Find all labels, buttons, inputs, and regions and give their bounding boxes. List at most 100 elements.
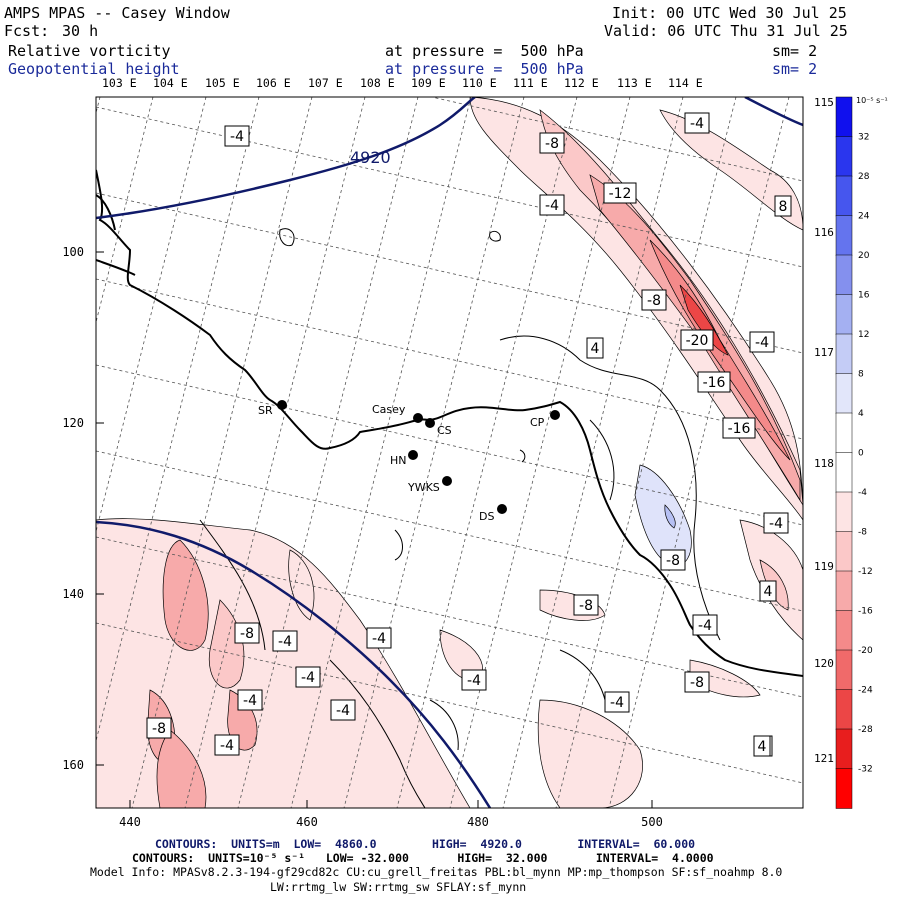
contour-label-4: -16 [703, 375, 726, 391]
forecast-label: Fcst: [4, 22, 50, 40]
colorbar-swatch-17 [835, 768, 853, 809]
colorbar-swatch-14 [835, 649, 853, 691]
contour-label-5: -16 [728, 421, 751, 437]
station-markers: SR Casey CS HN YWKS DS CP [258, 400, 560, 523]
pressure-level-1: at pressure = 500 hPa [385, 42, 584, 60]
contour-label-box-13 [660, 549, 686, 571]
parallel-line-1 [430, 97, 803, 182]
meridian-line-13 [608, 97, 790, 808]
vorticity-shade-region-5 [156, 729, 207, 808]
meridian-line-10 [449, 97, 631, 808]
colorbar-label-9: -4 [858, 488, 867, 498]
station-dot-ds [497, 504, 507, 514]
height-contour-4860 [96, 520, 492, 808]
contour-label-box-11 [774, 195, 792, 217]
coastline-segment-2 [96, 194, 116, 231]
contour-label-29: -4 [301, 670, 315, 686]
contour-label-12: -4 [769, 516, 783, 532]
plot-frame [95, 96, 804, 809]
contour-label-15: -4 [698, 618, 712, 634]
station-dot-casey [413, 413, 423, 423]
contour-label-box-1 [539, 132, 565, 154]
station-label-ywks: YWKS [407, 481, 440, 494]
colorbar-label-11: -12 [858, 567, 873, 577]
colorbar-label-15: -28 [858, 725, 873, 735]
vorticity-contour-8 [559, 649, 606, 701]
vorticity-contours [199, 228, 721, 808]
contour-label-box-26 [146, 717, 172, 739]
contour-label-19: -4 [372, 631, 386, 647]
vorticity-shade-region-10 [679, 284, 729, 356]
meridian-line-4 [131, 97, 313, 808]
colorbar-label-10: -8 [858, 528, 867, 538]
contour-label-3: -20 [686, 333, 709, 349]
colorbar-swatch-16 [835, 728, 853, 770]
meridian-line-6 [237, 97, 419, 808]
top-lon-label-6: 109 E [411, 76, 446, 90]
contour-label-27: -4 [220, 738, 234, 754]
contour-label-0: -4 [230, 129, 244, 145]
contour-label-17: -8 [240, 626, 254, 642]
top-lon-label-1: 104 E [153, 76, 188, 90]
contour-label-box-29 [295, 666, 321, 688]
colorbar-label-8: 0 [858, 449, 864, 459]
station-dot-hn [408, 450, 418, 460]
colorbar: 32 28 24 20 16 12 8 4 0 -4 -8 -12 -16 -20 -24 -28 -32 10⁻… [835, 96, 888, 809]
colorbar-swatch-12 [835, 570, 853, 612]
smoothing-2: sm= 2 [772, 60, 818, 78]
colorbar-swatch-11 [835, 531, 853, 572]
parallel-line-4 [96, 278, 803, 440]
coastline [96, 169, 803, 677]
vorticity-contour-5 [519, 449, 526, 463]
contour-label-14: 4 [764, 584, 773, 600]
meridian-line-8 [343, 97, 525, 808]
contour-label-box-19 [366, 627, 392, 649]
parallel-line-5 [96, 364, 803, 526]
station-label-cs: CS [437, 424, 452, 437]
colorbar-swatch-6 [835, 333, 853, 375]
contour-label-box-25 [330, 699, 356, 721]
colorbar-swatch-9 [835, 452, 853, 493]
vorticity-shading [96, 97, 803, 808]
meridian-line-7 [290, 97, 472, 808]
vorticity-contour-info: CONTOURS: UNITS=10⁻⁵ s⁻¹ LOW= -32.000 HI… [132, 851, 714, 865]
vorticity-contour-0 [499, 335, 721, 641]
contour-label-18: -4 [278, 634, 292, 650]
parallel-line-8 [96, 622, 803, 784]
contour-label-22: -4 [610, 695, 624, 711]
colorbar-unit: 10⁻⁵ s⁻¹ [856, 96, 888, 105]
colorbar-swatch-15 [835, 689, 853, 730]
meridian-line-5 [184, 97, 366, 808]
station-label-hn: HN [390, 454, 407, 467]
vorticity-contour-4 [199, 519, 266, 651]
colorbar-label-1: 28 [858, 172, 870, 182]
x-tick-label-460: 460 [296, 815, 318, 829]
contour-label-13: -8 [666, 553, 680, 569]
contour-label-box-12 [763, 512, 789, 534]
contour-label-box-4 [697, 371, 731, 393]
station-dot-sr [277, 400, 287, 410]
contour-label-box-7 [641, 289, 667, 311]
contour-label-box-5 [722, 417, 756, 439]
station-dot-cp [550, 410, 560, 420]
contour-label-box-2 [603, 182, 637, 204]
model-info: Model Info: MPASv8.2.3-194-gf29cd82c CU:… [90, 865, 783, 879]
colorbar-swatch-1 [835, 136, 853, 177]
station-label-cp: CP [530, 416, 545, 429]
colorbar-swatch-10 [835, 491, 853, 533]
meridian-line-11 [502, 97, 684, 808]
height-contour-info: CONTOURS: UNITS=m LOW= 4860.0 HIGH= 4920… [155, 837, 696, 851]
colorbar-label-14: -24 [858, 686, 873, 696]
height-contour-4920-ne [744, 97, 803, 127]
contour-label-box-18 [272, 630, 298, 652]
colorbar-label-4: 16 [858, 291, 870, 301]
contour-label-box-30 [753, 735, 771, 757]
model-info-line2: LW:rrtmg_lw SW:rrtmg_sw SFLAY:sf_mynn [270, 880, 527, 894]
init-time: Init: 00 UTC Wed 30 Jul 25 [612, 4, 847, 22]
height-contour-label: 4920 [350, 148, 391, 167]
colorbar-swatch-5 [835, 294, 853, 335]
parallel-line-3 [96, 192, 803, 354]
pressure-level-2: at pressure = 500 hPa [385, 60, 584, 78]
meridian-line-2 [96, 97, 207, 534]
